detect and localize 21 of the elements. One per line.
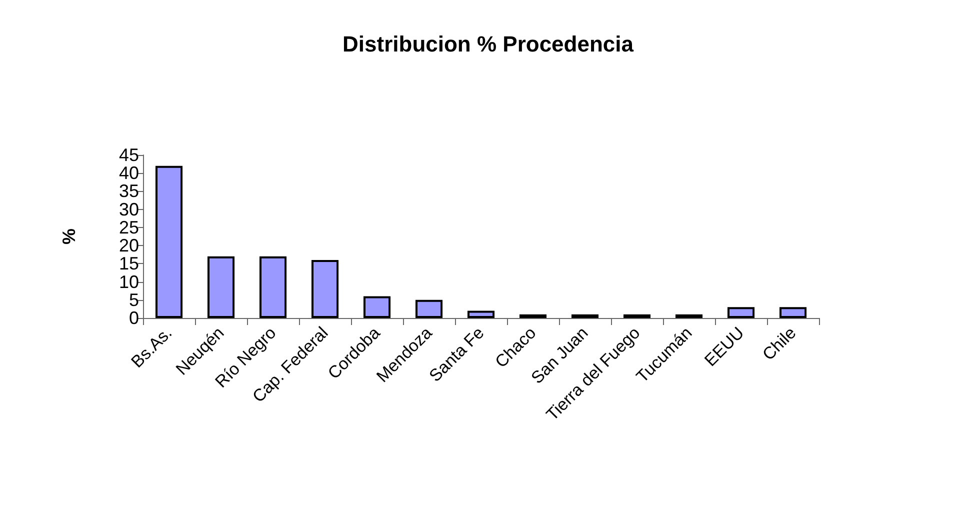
bar [467, 310, 495, 318]
bar [727, 307, 755, 318]
y-tick-label: 15 [118, 254, 139, 274]
y-tick-label: 25 [118, 217, 139, 238]
y-tick-label: 30 [118, 199, 139, 220]
bar [259, 256, 287, 318]
bar [207, 256, 235, 318]
y-tick-label: 40 [118, 163, 139, 184]
y-tick-label: 5 [128, 290, 139, 310]
bar [779, 307, 807, 318]
y-tick-label: 20 [118, 236, 139, 256]
bar [155, 166, 183, 318]
y-tick-label: 10 [118, 272, 139, 292]
bar [415, 300, 443, 318]
y-axis-title: % [59, 228, 79, 245]
bar [363, 296, 391, 318]
y-tick-label: 0 [128, 308, 139, 328]
chart-title: Distribucion % Procedencia [342, 32, 634, 56]
y-tick-label: 35 [118, 181, 139, 202]
y-tick-label: 45 [118, 145, 139, 165]
bar [311, 260, 339, 318]
